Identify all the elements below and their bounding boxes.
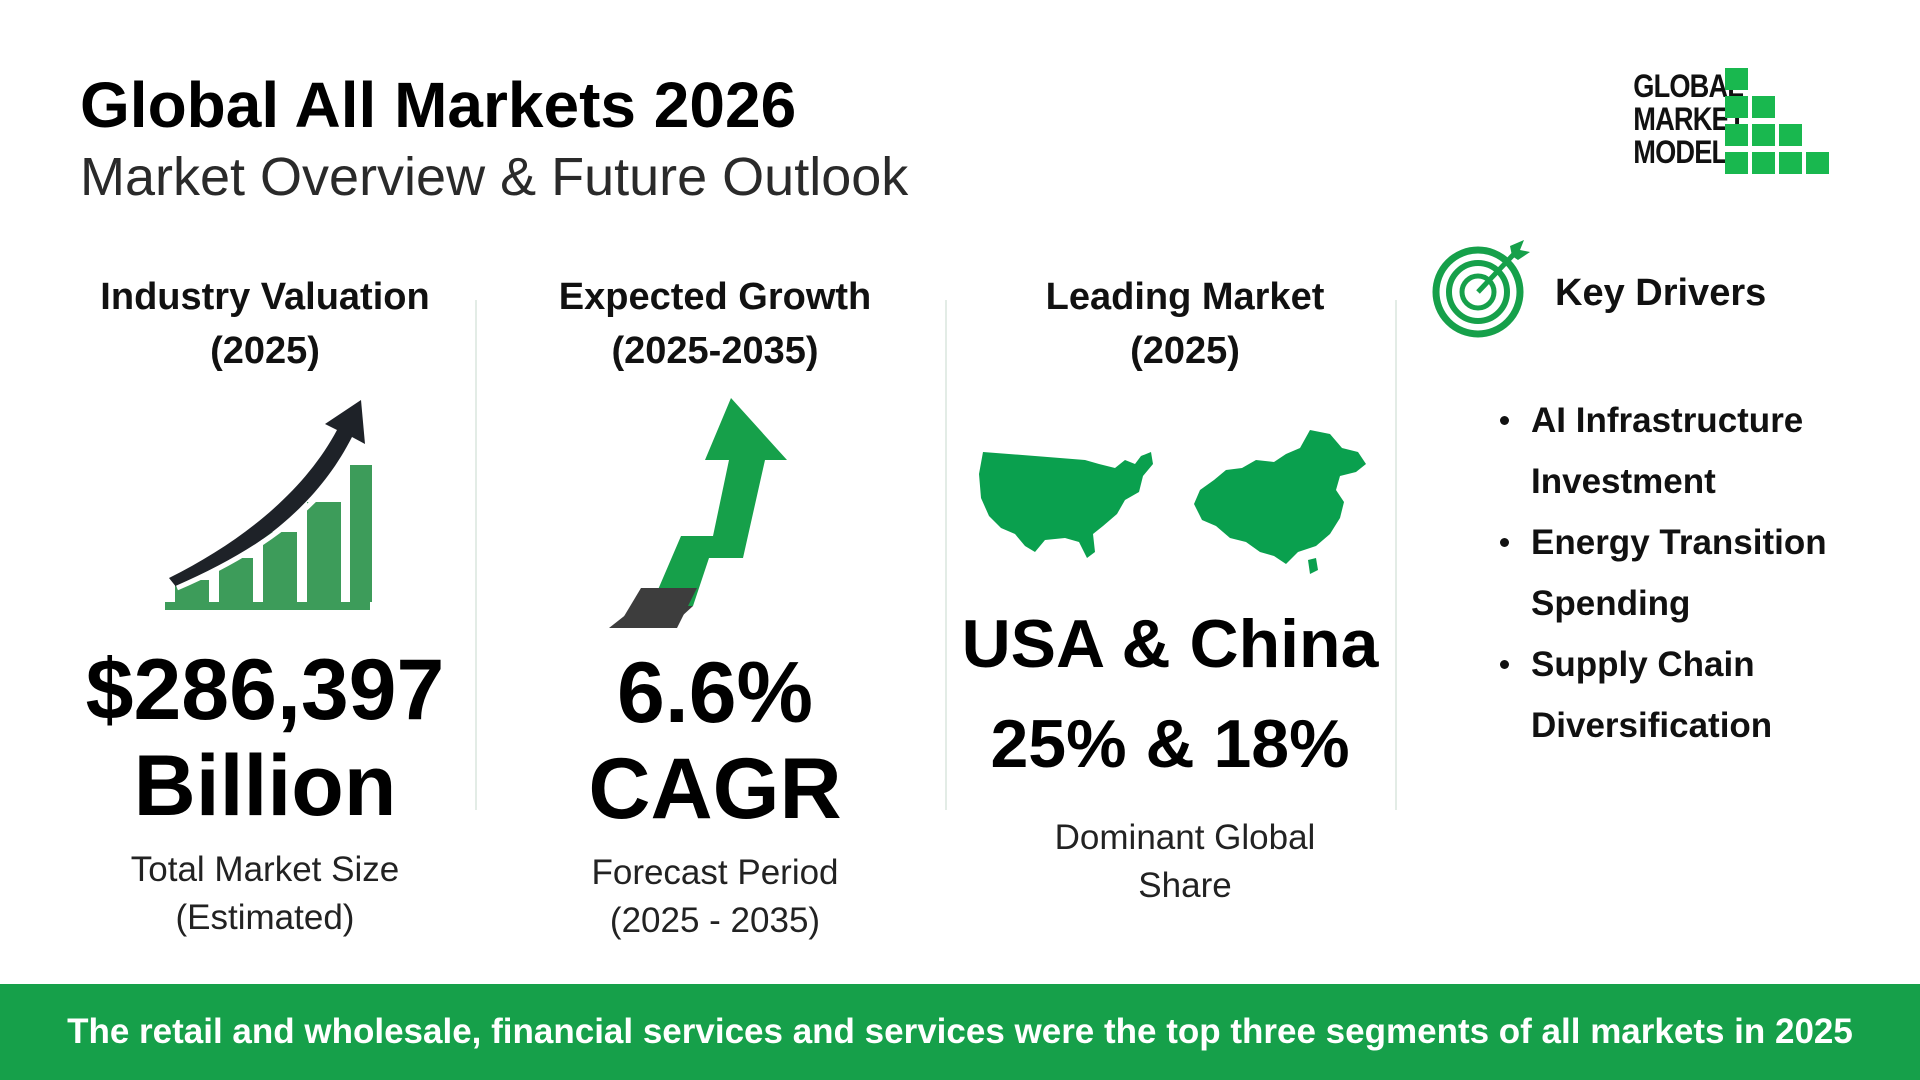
leading-shares: 25% & 18%	[990, 706, 1350, 782]
leading-caption: Dominant Global Share	[955, 814, 1385, 910]
leading-caption-line: Dominant Global	[1054, 818, 1316, 857]
footer-text: The retail and wholesale, financial serv…	[67, 1012, 1853, 1051]
growth-heading-years: (2025-2035)	[611, 330, 819, 372]
leading-heading: Leading Market (2025)	[955, 270, 1385, 378]
valuation-caption-note: (Estimated)	[175, 898, 355, 937]
list-item: Supply Chain Diversification	[1500, 634, 1830, 756]
growth-heading: Expected Growth (2025-2035)	[530, 270, 900, 378]
divider	[475, 300, 477, 810]
valuation-heading-year: (2025)	[210, 330, 320, 372]
valuation-caption-line: Total Market Size	[130, 850, 400, 889]
valuation-heading: Industry Valuation (2025)	[70, 270, 460, 378]
growth-caption: Forecast Period (2025 - 2035)	[530, 849, 900, 945]
list-item: AI Infrastructure Investment	[1500, 390, 1830, 512]
page-subtitle: Market Overview & Future Outlook	[80, 147, 909, 208]
growth-bar-chart-icon	[165, 400, 372, 610]
logo-line: GLOBAL	[1633, 68, 1744, 104]
logo-text: GLOBAL MARKET MODEL	[1633, 68, 1745, 170]
leading-market-panel: Leading Market (2025) USA & China 25% & …	[955, 270, 1385, 910]
valuation-amount: $286,397	[85, 642, 445, 738]
upward-arrow-icon	[609, 398, 787, 628]
leading-heading-year: (2025)	[1130, 330, 1240, 372]
list-item: Energy Transition Spending	[1500, 512, 1830, 634]
footer-banner: The retail and wholesale, financial serv…	[0, 984, 1920, 1080]
growth-unit: CAGR	[588, 741, 842, 837]
valuation-value: $286,397 Billion	[70, 642, 460, 834]
growth-panel: Expected Growth (2025-2035) 6.6% CAGR Fo…	[530, 270, 900, 945]
china-map-icon	[1194, 430, 1366, 574]
growth-caption-line: Forecast Period	[591, 853, 839, 892]
leading-countries: USA & China	[961, 606, 1379, 682]
growth-rate: 6.6%	[616, 645, 814, 741]
growth-heading-line: Expected Growth	[558, 276, 872, 318]
divider	[945, 300, 947, 810]
valuation-panel: Industry Valuation (2025) $286,397 Billi…	[70, 270, 460, 942]
leading-caption-note: Share	[1138, 866, 1232, 905]
key-drivers-list: AI Infrastructure Investment Energy Tran…	[1500, 390, 1830, 756]
growth-caption-period: (2025 - 2035)	[609, 901, 821, 940]
leading-heading-line: Leading Market	[1045, 276, 1325, 318]
valuation-heading-line: Industry Valuation	[100, 276, 430, 318]
valuation-caption: Total Market Size (Estimated)	[70, 846, 460, 942]
page-title: Global All Markets 2026	[80, 69, 797, 141]
valuation-unit: Billion	[133, 738, 397, 834]
divider	[1395, 300, 1397, 810]
logo-line: MARKET	[1633, 101, 1745, 137]
target-icon	[1432, 240, 1530, 338]
leading-value: USA & China 25% & 18%	[955, 594, 1385, 794]
logo-line: MODEL	[1633, 134, 1728, 170]
global-market-model-logo: GLOBAL MARKET MODEL	[1618, 68, 1834, 176]
usa-map-icon	[979, 452, 1153, 558]
country-maps	[955, 390, 1385, 590]
header: Global All Markets 2026 Market Overview …	[80, 70, 908, 208]
logo-grid-icon	[1725, 68, 1835, 176]
growth-value: 6.6% CAGR	[530, 645, 900, 837]
key-drivers-title: Key Drivers	[1555, 272, 1767, 314]
